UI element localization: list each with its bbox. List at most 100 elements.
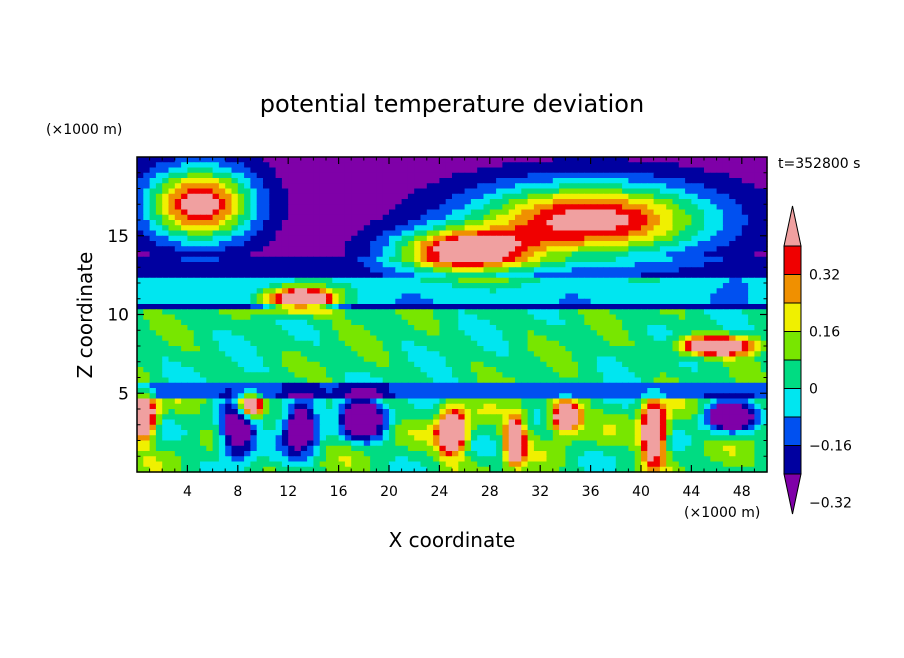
- contour-cell: [659, 377, 667, 384]
- contour-cell: [162, 409, 170, 415]
- contour-cell: [206, 319, 214, 326]
- contour-cell: [596, 246, 604, 253]
- contour-cell: [615, 220, 623, 226]
- contour-cell: [407, 309, 415, 316]
- contour-cell: [678, 293, 686, 300]
- contour-cell: [552, 267, 560, 274]
- contour-cell: [344, 409, 352, 415]
- contour-cell: [483, 251, 491, 258]
- contour-cell: [628, 309, 636, 316]
- contour-cell: [307, 241, 314, 247]
- contour-cell: [137, 209, 144, 216]
- contour-cell: [710, 172, 718, 179]
- contour-cell: [546, 304, 554, 310]
- contour-cell: [678, 272, 686, 279]
- contour-cell: [244, 241, 251, 247]
- contour-cell: [313, 367, 321, 373]
- contour-cell: [590, 256, 598, 263]
- contour-cell: [710, 262, 718, 268]
- contour-cell: [389, 398, 396, 405]
- contour-cell: [426, 403, 434, 410]
- contour-cell: [748, 262, 755, 268]
- contour-cell: [200, 367, 207, 373]
- contour-cell: [527, 414, 535, 421]
- contour-cell: [256, 225, 264, 232]
- contour-cell: [206, 335, 214, 342]
- contour-cell: [338, 188, 346, 195]
- contour-cell: [401, 230, 409, 237]
- contour-cell: [483, 319, 491, 326]
- contour-cell: [540, 225, 548, 232]
- contour-cell: [559, 204, 566, 211]
- contour-cell: [137, 204, 144, 211]
- contour-cell: [634, 183, 642, 190]
- contour-cell: [496, 167, 503, 174]
- contour-cell: [401, 167, 409, 174]
- contour-cell: [609, 262, 617, 268]
- contour-cell: [401, 251, 409, 258]
- contour-cell: [628, 414, 636, 421]
- contour-cell: [244, 288, 251, 295]
- contour-cell: [269, 304, 277, 310]
- contour-cell: [300, 372, 308, 379]
- contour-cell: [168, 293, 176, 300]
- contour-cell: [716, 251, 724, 258]
- contour-cell: [426, 361, 434, 368]
- contour-cell: [389, 272, 396, 279]
- contour-cell: [313, 293, 321, 300]
- contour-cell: [149, 409, 157, 415]
- contour-cell: [483, 209, 491, 216]
- contour-cell: [748, 330, 755, 337]
- contour-cell: [439, 414, 447, 421]
- contour-cell: [237, 172, 245, 179]
- contour-cell: [578, 335, 585, 342]
- contour-cell: [433, 267, 440, 274]
- contour-cell: [741, 351, 749, 358]
- contour-cell: [357, 272, 365, 279]
- contour-cell: [143, 277, 151, 284]
- contour-cell: [389, 314, 396, 321]
- contour-cell: [401, 214, 409, 221]
- contour-cell: [477, 230, 485, 237]
- contour-cell: [477, 330, 485, 337]
- contour-cell: [502, 356, 510, 363]
- contour-cell: [571, 367, 579, 373]
- contour-cell: [634, 293, 642, 300]
- contour-cell: [294, 398, 302, 405]
- contour-cell: [407, 262, 415, 268]
- contour-cell: [445, 283, 453, 289]
- contour-cell: [244, 398, 251, 405]
- contour-cell: [162, 225, 170, 232]
- contour-cell: [288, 382, 296, 389]
- contour-cell: [401, 199, 409, 205]
- contour-cell: [697, 304, 705, 310]
- contour-cell: [168, 199, 176, 205]
- contour-cell: [370, 214, 377, 221]
- contour-cell: [237, 272, 245, 279]
- contour-cell: [244, 230, 251, 237]
- contour-cell: [685, 309, 692, 316]
- contour-cell: [748, 225, 755, 232]
- contour-cell: [571, 199, 579, 205]
- contour-cell: [181, 225, 188, 232]
- contour-cell: [578, 283, 585, 289]
- contour-cell: [685, 377, 692, 384]
- contour-cell: [729, 351, 737, 358]
- contour-cell: [326, 167, 333, 174]
- contour-cell: [263, 162, 270, 169]
- contour-cell: [250, 183, 258, 190]
- contour-cell: [307, 225, 314, 232]
- contour-cell: [414, 204, 422, 211]
- contour-cell: [338, 403, 346, 410]
- contour-cell: [344, 398, 352, 405]
- contour-cell: [470, 377, 478, 384]
- contour-cell: [735, 382, 743, 389]
- contour-cell: [344, 330, 352, 337]
- contour-cell: [710, 209, 718, 216]
- contour-cell: [288, 267, 296, 274]
- contour-cell: [722, 262, 730, 268]
- contour-cell: [137, 319, 144, 326]
- contour-cell: [603, 188, 611, 195]
- contour-cell: [760, 361, 768, 368]
- contour-cell: [414, 377, 422, 384]
